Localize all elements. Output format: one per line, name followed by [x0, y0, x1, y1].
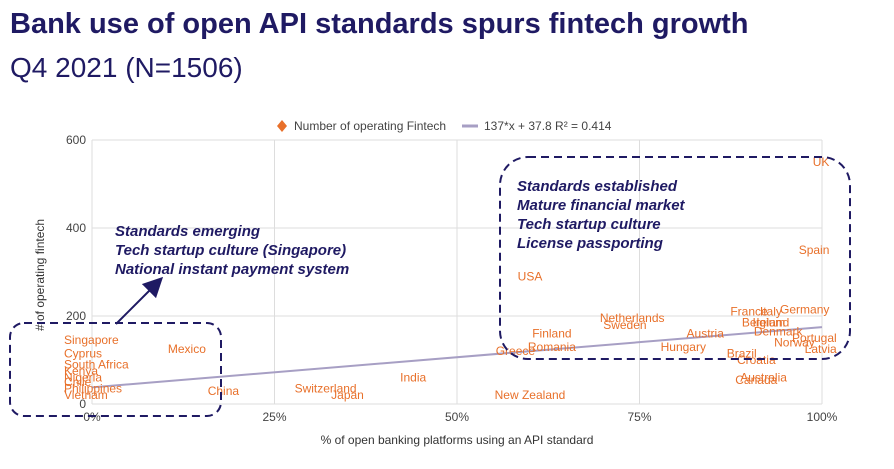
chart-legend: Number of operating Fintech 137*x + 37.8… — [277, 119, 612, 133]
y-tick-label: 400 — [66, 221, 86, 235]
established-annotation-line: Tech startup culture — [517, 216, 661, 233]
trendline — [91, 326, 823, 389]
data-point-label: Norway — [774, 335, 815, 349]
data-point-label: USA — [518, 269, 543, 283]
y-tick-label: 600 — [66, 133, 86, 147]
data-point-label: Germany — [780, 302, 829, 316]
data-point-label: Portugal — [792, 331, 837, 345]
established-annotation-line: Mature financial market — [517, 197, 686, 214]
data-point-label: Nigeria — [64, 371, 102, 385]
data-point-label: France — [730, 305, 768, 319]
data-point-label: UK — [813, 155, 830, 169]
x-tick-label: 25% — [262, 410, 286, 424]
y-tick-label: 0 — [79, 397, 86, 411]
data-point-label: Spain — [799, 243, 830, 257]
annotation-arrow — [115, 276, 164, 325]
data-point-label: Croatia — [737, 353, 776, 367]
data-point-label: Austria — [687, 327, 725, 341]
chart-grid — [91, 139, 823, 405]
data-point-label: India — [400, 371, 426, 385]
data-points: UK Spain Germany FranceItalyBelgiumIrelandD… — [64, 155, 837, 402]
established-cluster-box — [499, 156, 851, 360]
emerging-annotation-line: Tech startup culture (Singapore) — [115, 242, 346, 259]
established-annotation: Standards established Mature financial m… — [517, 178, 686, 252]
chart-title: Bank use of open API standards spurs fin… — [10, 8, 749, 40]
y-axis-ticks: 0 200 400 600 — [66, 133, 86, 411]
data-point-label: New Zealand — [495, 388, 566, 402]
y-axis-label: # of operating fintech — [33, 219, 47, 331]
emerging-annotation: Standards emerging Tech startup culture … — [115, 223, 349, 278]
legend-trendline-label: 137*x + 37.8 R² = 0.414 — [484, 119, 612, 133]
legend-series-label: Number of operating Fintech — [294, 119, 446, 133]
data-point-label: South Africa — [64, 357, 129, 371]
data-point-label: Switzerland — [295, 382, 357, 396]
data-point-label: Japan — [331, 388, 364, 402]
trendline-group — [91, 326, 823, 389]
x-tick-label: 50% — [445, 410, 469, 424]
data-point-label: Latvia — [805, 342, 837, 356]
legend-diamond-marker — [277, 120, 287, 132]
x-axis-label: % of open banking platforms using an API… — [321, 433, 594, 447]
emerging-cluster-box — [9, 322, 222, 417]
data-point-label: Chile — [64, 375, 92, 389]
data-point-label: Singapore — [64, 333, 119, 347]
data-point-label: Brazil — [727, 346, 757, 360]
data-point-label: Kenya — [64, 364, 98, 378]
data-point-label: Finland — [532, 327, 571, 341]
emerging-annotation-line: National instant payment system — [115, 261, 349, 278]
established-annotation-line: Standards established — [517, 178, 678, 195]
y-tick-label: 200 — [66, 309, 86, 323]
data-point-label: Mexico — [168, 342, 206, 356]
data-point-label: Hungary — [661, 340, 706, 354]
data-point-label: Australia — [740, 371, 787, 385]
data-point-label: Belgium — [742, 316, 785, 330]
data-point-label: Netherlands — [600, 311, 665, 325]
data-point-label: Sweden — [603, 318, 646, 332]
data-point-label: Philippines — [64, 382, 122, 396]
emerging-annotation-line: Standards emerging — [115, 223, 260, 240]
data-point-label: Vietnam — [64, 388, 108, 402]
established-annotation-line: License passporting — [517, 235, 663, 252]
data-point-label: Cyprus — [64, 346, 102, 360]
data-point-label: China — [208, 384, 240, 398]
data-point-label: Ireland — [753, 316, 790, 330]
x-tick-label: 100% — [807, 410, 838, 424]
x-axis-ticks: 0% 25% 50% 75% 100% — [83, 410, 837, 424]
data-point-label: Romania — [528, 340, 576, 354]
data-point-label: Denmark — [754, 324, 804, 338]
chart-subtitle: Q4 2021 (N=1506) — [10, 52, 243, 83]
data-point-label: Canada — [735, 373, 777, 387]
data-point-label: Italy — [760, 305, 782, 319]
x-tick-label: 75% — [627, 410, 651, 424]
